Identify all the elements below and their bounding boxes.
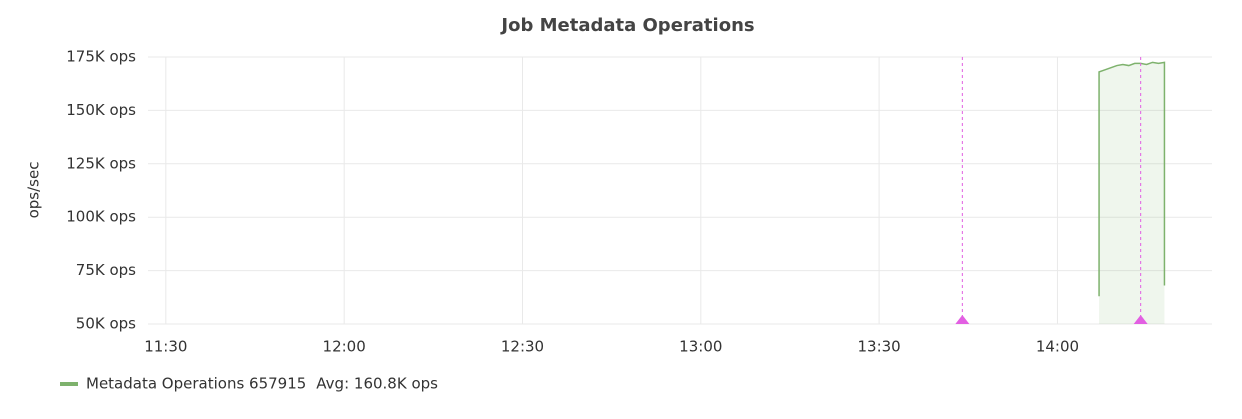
y-tick-label: 125K ops [66, 154, 136, 172]
x-tick-label: 13:30 [858, 338, 901, 356]
legend-avg: Avg: 160.8K ops [316, 375, 438, 393]
x-tick-label: 12:00 [323, 338, 366, 356]
x-tick-label: 14:00 [1036, 338, 1079, 356]
chart-title: Job Metadata Operations [499, 15, 754, 36]
x-tick-label: 13:00 [679, 338, 722, 356]
series-area [1099, 62, 1165, 325]
legend-label: Metadata Operations 657915 [86, 375, 306, 393]
annotation-marker [1133, 315, 1148, 324]
x-tick-label: 11:30 [144, 338, 187, 356]
x-tick-label: 12:30 [501, 338, 544, 356]
y-tick-label: 100K ops [66, 208, 136, 226]
y-tick-label: 175K ops [66, 48, 136, 66]
y-tick-label: 75K ops [76, 261, 136, 279]
annotation-marker [955, 315, 970, 324]
y-tick-label: 50K ops [76, 315, 136, 333]
y-tick-label: 150K ops [66, 101, 136, 119]
series-line [1098, 61, 1166, 297]
y-axis-label: ops/sec [25, 162, 43, 219]
